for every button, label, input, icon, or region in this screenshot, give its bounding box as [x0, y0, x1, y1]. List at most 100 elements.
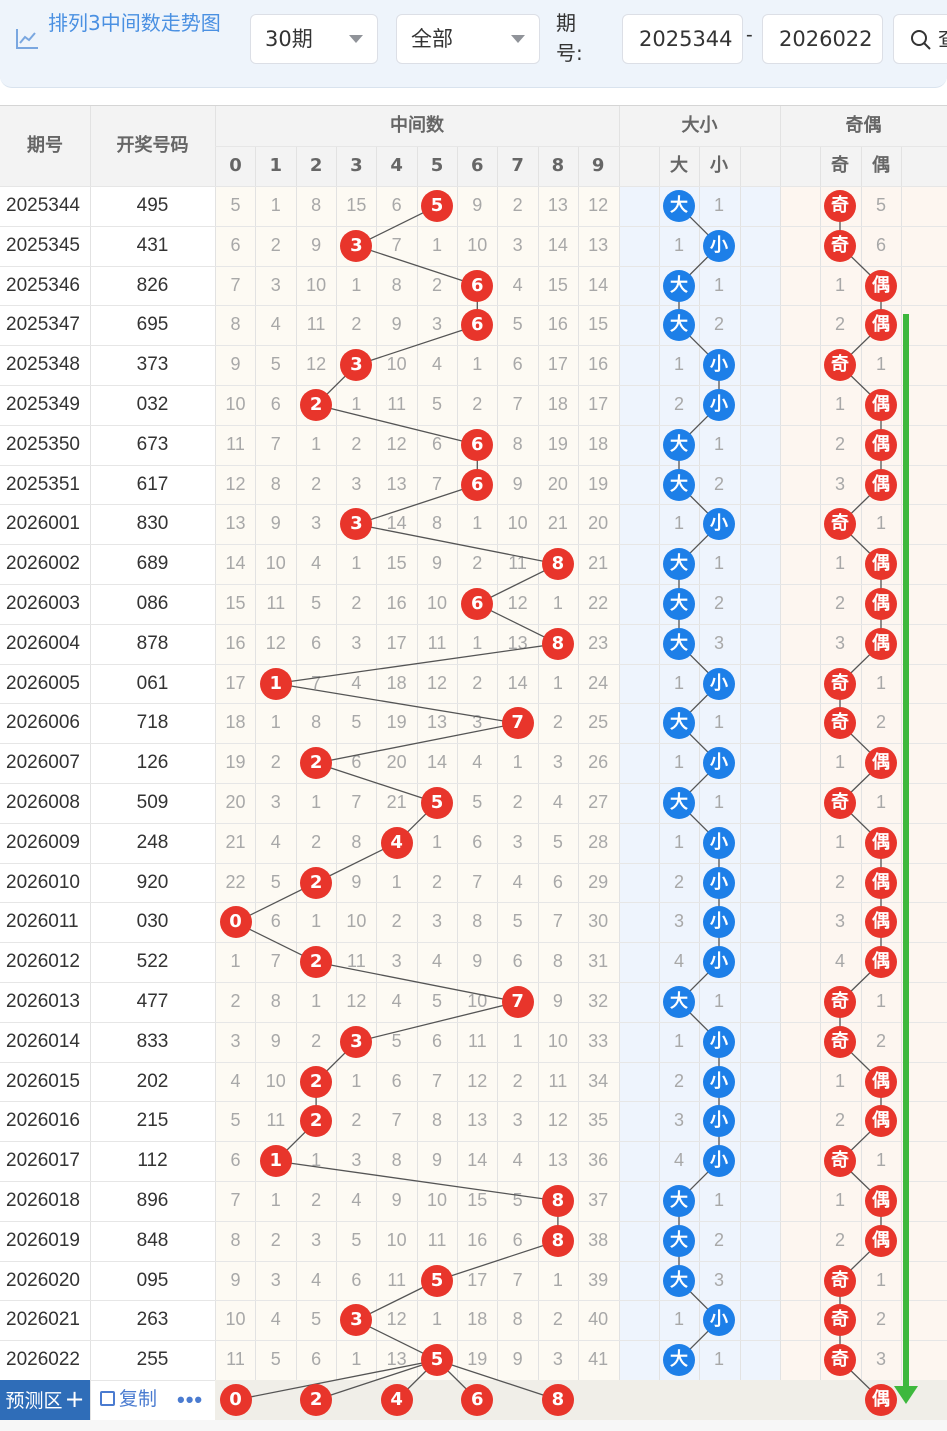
- missing-count: 2: [512, 195, 523, 215]
- start-issue-input[interactable]: 2025344: [622, 14, 743, 64]
- missing-count: 33: [588, 1030, 609, 1051]
- missing-count: 9: [351, 871, 362, 892]
- issue-cell: 2026006: [6, 712, 80, 734]
- missing-count: 4: [431, 951, 442, 972]
- missing-count: 7: [391, 1110, 402, 1131]
- missing-count: 19: [588, 473, 609, 494]
- big-small-missing-count: 1: [673, 752, 684, 773]
- big-small-missing-count: 1: [713, 991, 724, 1011]
- missing-count: 12: [426, 672, 448, 693]
- middle-number-ball: 8: [541, 627, 574, 660]
- missing-count: 13: [386, 473, 407, 494]
- missing-count: 7: [512, 1269, 523, 1290]
- missing-count: 3: [351, 473, 362, 494]
- search-button[interactable]: 查: [893, 14, 947, 64]
- copy-icon: [100, 1391, 115, 1406]
- big-small-missing-count: 1: [673, 513, 684, 534]
- issue-cell: 2026017: [6, 1150, 80, 1172]
- missing-count: 2: [552, 712, 563, 733]
- draw-number-cell: 509: [136, 792, 169, 813]
- grid-row-line: [0, 504, 947, 506]
- predict-ball[interactable]: 2: [300, 1383, 333, 1416]
- draw-number-cell: 030: [136, 911, 169, 933]
- big-small-ball: 小: [703, 508, 735, 541]
- middle-trend-line: [356, 245, 478, 287]
- missing-count: 1: [552, 593, 563, 613]
- missing-count: 3: [230, 1030, 241, 1051]
- missing-count: 15: [588, 314, 609, 335]
- missing-count: 14: [467, 1150, 488, 1171]
- missing-count: 10: [467, 234, 488, 255]
- big-small-missing-count: 1: [713, 1190, 724, 1210]
- big-small-ball: 小: [703, 1304, 735, 1337]
- predict-even-ball[interactable]: 偶: [865, 1383, 897, 1416]
- draw-number-cell: 126: [136, 752, 169, 774]
- big-small-ball: 大: [663, 189, 695, 222]
- type-select-value: 全部: [411, 27, 453, 51]
- middle-number-ball: 5: [421, 1344, 453, 1377]
- big-small-ball: 大: [663, 269, 695, 302]
- predict-ball[interactable]: 6: [461, 1383, 494, 1416]
- missing-count: 12: [306, 354, 327, 375]
- missing-count: 6: [351, 1269, 362, 1290]
- middle-number-ball: 8: [541, 1184, 574, 1217]
- missing-count: 5: [431, 991, 442, 1011]
- big-small-ball: 大: [663, 428, 695, 461]
- missing-count: 12: [225, 473, 246, 494]
- missing-count: 19: [386, 712, 407, 733]
- predict-ball[interactable]: 8: [541, 1383, 574, 1416]
- missing-count: 4: [512, 871, 523, 892]
- missing-count: 4: [431, 354, 442, 375]
- draw-number-cell: 673: [136, 433, 169, 455]
- copy-button[interactable]: 复制: [100, 1380, 157, 1420]
- big-small-missing-count: 1: [673, 354, 684, 375]
- missing-count: 17: [547, 354, 568, 375]
- end-issue-input[interactable]: 2026022: [762, 14, 883, 64]
- odd-even-ball: 奇: [824, 229, 856, 262]
- missing-count: 13: [467, 1110, 488, 1131]
- missing-count: 2: [472, 553, 483, 574]
- missing-count: 1: [311, 1150, 322, 1171]
- missing-count: 6: [431, 433, 442, 454]
- type-select[interactable]: 全部: [396, 14, 540, 64]
- missing-count: 4: [230, 1070, 241, 1091]
- periods-select[interactable]: 30期: [250, 14, 378, 64]
- grid-row-line: [0, 743, 947, 745]
- missing-count: 18: [467, 1309, 488, 1330]
- big-small-missing-count: 1: [673, 831, 684, 852]
- missing-count: 1: [270, 1190, 281, 1210]
- missing-count: 3: [391, 951, 402, 972]
- odd-even-missing-count: 6: [875, 234, 886, 255]
- issue-cell: 2026009: [6, 831, 80, 853]
- more-options-button[interactable]: •••: [177, 1387, 204, 1412]
- missing-count: 9: [472, 195, 483, 215]
- missing-count: 9: [230, 354, 241, 375]
- predict-area-button[interactable]: 预测区+: [0, 1380, 90, 1420]
- odd-even-missing-count: 1: [834, 752, 845, 773]
- missing-count: 10: [467, 991, 488, 1011]
- issue-cell: 2026001: [6, 513, 80, 535]
- header-big: 大: [670, 155, 688, 176]
- missing-count: 10: [426, 593, 448, 613]
- middle-number-ball: 8: [541, 1224, 574, 1257]
- grid-column-line: [780, 106, 781, 1420]
- odd-even-missing-count: 3: [875, 1349, 886, 1370]
- missing-count: 6: [351, 752, 362, 773]
- missing-count: 12: [588, 195, 609, 215]
- draw-number-cell: 617: [136, 473, 169, 495]
- big-small-missing-count: 1: [713, 274, 724, 295]
- missing-count: 15: [346, 195, 367, 215]
- missing-count: 1: [230, 951, 241, 972]
- grid-column-line: [740, 146, 741, 1420]
- middle-trend-line: [315, 404, 478, 446]
- missing-count: 1: [311, 792, 322, 812]
- predict-ball[interactable]: 4: [380, 1383, 413, 1416]
- big-small-ball: 大: [663, 548, 695, 581]
- issue-cell: 2026012: [6, 951, 80, 973]
- missing-count: 38: [588, 1229, 609, 1250]
- big-small-ball: 小: [703, 747, 735, 780]
- missing-count: 2: [351, 433, 362, 454]
- predict-ball[interactable]: 0: [219, 1383, 252, 1416]
- grid-row-line: [0, 424, 947, 426]
- header-digit-8: 8: [551, 155, 565, 176]
